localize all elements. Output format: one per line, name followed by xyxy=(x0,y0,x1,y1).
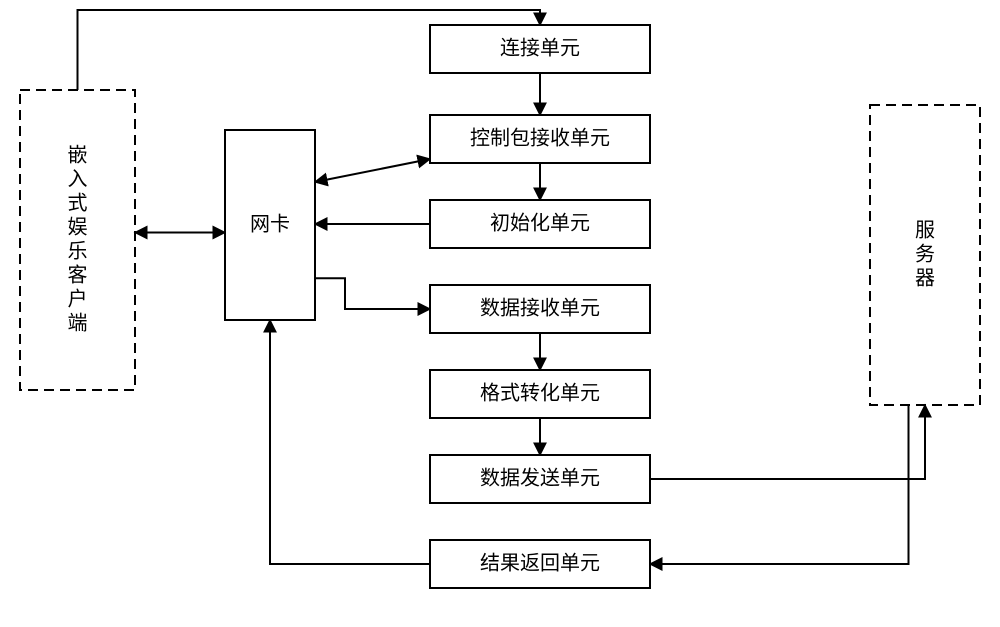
svg-text:器: 器 xyxy=(915,267,935,289)
node-init: 初始化单元 xyxy=(430,200,650,248)
node-nic: 网卡 xyxy=(225,130,315,320)
flow-diagram: 嵌入式娱乐客户端 网卡 服务器 连接单元控制包接收单元初始化单元数据接收单元格式转化单… xyxy=(0,0,1000,627)
node-client: 嵌入式娱乐客户端 xyxy=(20,90,135,390)
node-format: 格式转化单元 xyxy=(430,370,650,418)
node-ctrlrecv: 控制包接收单元 xyxy=(430,115,650,163)
node-datarecv: 数据接收单元 xyxy=(430,285,650,333)
svg-text:式: 式 xyxy=(68,191,88,214)
svg-text:娱: 娱 xyxy=(68,215,88,238)
svg-text:户: 户 xyxy=(68,287,88,310)
svg-text:初始化单元: 初始化单元 xyxy=(490,211,590,234)
svg-text:嵌: 嵌 xyxy=(68,143,88,166)
node-result: 结果返回单元 xyxy=(430,540,650,588)
svg-text:控制包接收单元: 控制包接收单元 xyxy=(470,126,610,149)
svg-text:端: 端 xyxy=(68,311,88,334)
svg-text:服: 服 xyxy=(915,219,935,241)
svg-text:连接单元: 连接单元 xyxy=(500,36,580,59)
svg-text:乐: 乐 xyxy=(68,239,88,262)
svg-text:客: 客 xyxy=(68,263,88,286)
svg-text:务: 务 xyxy=(915,242,935,265)
svg-text:结果返回单元: 结果返回单元 xyxy=(480,551,600,574)
node-datasend: 数据发送单元 xyxy=(430,455,650,503)
svg-text:格式转化单元: 格式转化单元 xyxy=(480,381,600,404)
svg-text:网卡: 网卡 xyxy=(250,212,290,235)
svg-text:入: 入 xyxy=(68,168,88,190)
svg-text:数据发送单元: 数据发送单元 xyxy=(480,466,600,489)
node-server: 服务器 xyxy=(870,105,980,405)
node-connect: 连接单元 xyxy=(430,25,650,73)
svg-text:数据接收单元: 数据接收单元 xyxy=(480,296,600,319)
